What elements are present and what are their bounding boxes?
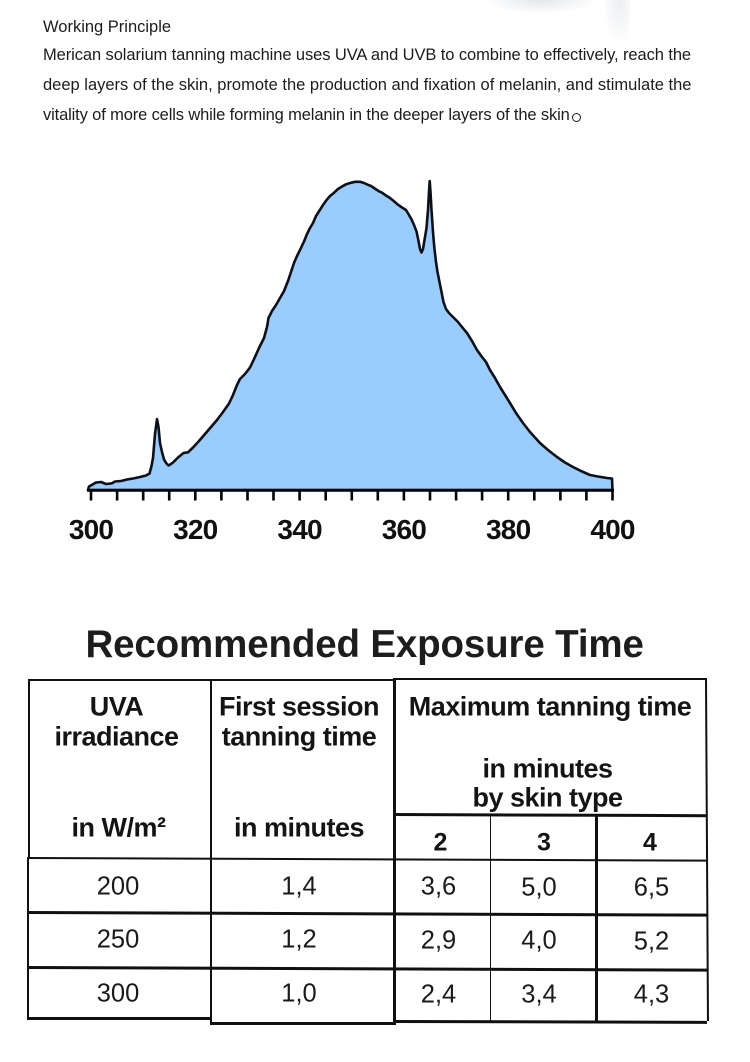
svg-text:340: 340	[277, 514, 322, 545]
svg-text:400: 400	[590, 514, 635, 545]
svg-text:360: 360	[382, 514, 427, 545]
svg-text:300: 300	[69, 514, 114, 545]
svg-text:320: 320	[173, 514, 218, 545]
svg-text:380: 380	[486, 514, 531, 545]
